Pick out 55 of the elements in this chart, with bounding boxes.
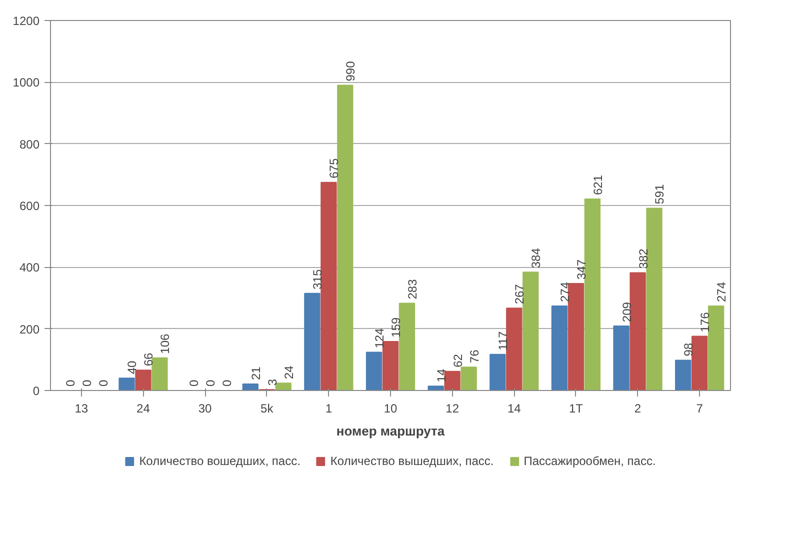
data-label: 621 bbox=[590, 174, 605, 196]
data-label: 675 bbox=[327, 158, 342, 178]
x-tick-label: 2 bbox=[634, 402, 642, 416]
data-label: 176 bbox=[698, 312, 712, 332]
x-tick-label: 14 bbox=[507, 402, 522, 416]
x-tick-label: 30 bbox=[198, 402, 212, 416]
data-label: 990 bbox=[344, 60, 358, 82]
data-label: 0 bbox=[220, 380, 234, 386]
x-tick-label: 12 bbox=[446, 402, 460, 416]
data-label: 21 bbox=[248, 366, 263, 380]
data-label: 14 bbox=[434, 368, 448, 382]
data-label: 62 bbox=[450, 354, 465, 368]
data-label: 274 bbox=[714, 282, 729, 302]
x-tick-label: 7 bbox=[696, 402, 704, 416]
y-tick-label: 200 bbox=[19, 322, 40, 336]
data-label: 106 bbox=[158, 333, 172, 354]
y-tick-label: 1000 bbox=[12, 76, 40, 90]
data-label: 591 bbox=[652, 184, 667, 204]
data-label: 124 bbox=[372, 328, 387, 348]
data-label: 267 bbox=[512, 284, 527, 304]
legend-label: Количество вошедших, пасс. bbox=[139, 454, 300, 468]
data-label: 98 bbox=[682, 342, 696, 356]
data-label: 347 bbox=[574, 259, 588, 280]
data-label: 283 bbox=[405, 278, 420, 300]
data-label: 117 bbox=[496, 330, 510, 350]
data-label: 382 bbox=[636, 248, 650, 269]
x-tick-label: 1 bbox=[325, 402, 332, 416]
data-label: 274 bbox=[558, 282, 572, 302]
data-label: 66 bbox=[142, 352, 156, 366]
legend-label: Количество вышедших, пасс. bbox=[330, 454, 494, 468]
y-tick-label: 400 bbox=[19, 260, 40, 275]
x-axis-title: номер маршрута bbox=[336, 424, 446, 438]
x-tick-label: 1T bbox=[568, 402, 584, 416]
data-label: 209 bbox=[620, 302, 634, 322]
data-label: 0 bbox=[80, 380, 94, 386]
legend-label: Пассажирообмен, пасс. bbox=[524, 454, 656, 468]
data-label: 3 bbox=[265, 378, 280, 386]
y-tick-label: 0 bbox=[32, 384, 40, 398]
data-label: 76 bbox=[467, 349, 482, 364]
data-label: 0 bbox=[187, 380, 202, 386]
data-label: 0 bbox=[204, 380, 218, 386]
y-tick-label: 800 bbox=[19, 137, 40, 152]
data-label: 0 bbox=[63, 380, 78, 386]
y-tick-label: 1200 bbox=[12, 14, 40, 28]
y-tick-label: 600 bbox=[19, 199, 40, 213]
data-label: 159 bbox=[389, 317, 403, 338]
x-tick-label: 5k bbox=[260, 402, 274, 416]
data-label: 315 bbox=[310, 269, 325, 290]
x-tick-label: 24 bbox=[136, 402, 150, 416]
data-label: 40 bbox=[125, 360, 140, 374]
data-label: 384 bbox=[529, 248, 544, 268]
data-label: 24 bbox=[282, 365, 296, 380]
x-tick-label: 10 bbox=[384, 402, 398, 416]
data-label: 0 bbox=[96, 380, 110, 386]
x-tick-label: 13 bbox=[74, 402, 88, 416]
